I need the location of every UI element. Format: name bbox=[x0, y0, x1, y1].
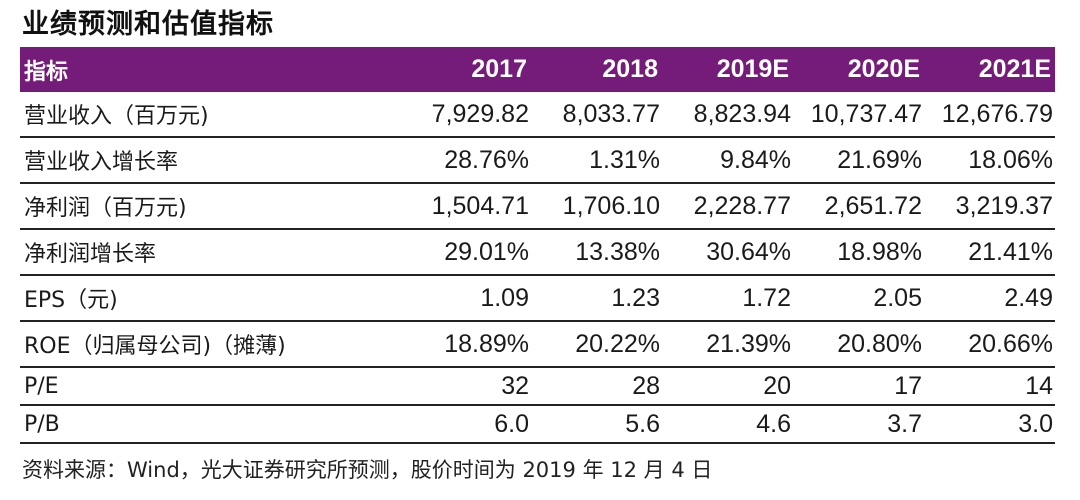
table-cell: 12,676.79 bbox=[924, 92, 1055, 138]
table-cell: 1,706.10 bbox=[531, 183, 662, 230]
table-cell: 21.41% bbox=[924, 229, 1055, 276]
header-year: 2019E bbox=[662, 47, 793, 92]
table-cell: 8,033.77 bbox=[531, 92, 662, 138]
table-row: ROE（归属母公司)（摊薄) 18.89% 20.22% 21.39% 20.80% 20… bbox=[20, 321, 1055, 368]
table-cell: 30.64% bbox=[662, 229, 793, 276]
table-row: P/E 32 28 20 17 14 bbox=[20, 367, 1055, 406]
header-indicator: 指标 bbox=[20, 47, 400, 92]
table-cell: 21.39% bbox=[662, 321, 793, 368]
table-cell: 2.05 bbox=[793, 275, 924, 322]
table-header-row: 指标 2017 2018 2019E 2020E 2021E bbox=[20, 47, 1055, 92]
table-cell: 18.06% bbox=[924, 137, 1055, 184]
table-cell: 8,823.94 bbox=[662, 92, 793, 138]
row-label: EPS（元) bbox=[20, 275, 400, 322]
table-cell: 18.89% bbox=[400, 321, 531, 368]
source-note: 资料来源：Wind，光大证券研究所预测，股价时间为 2019 年 12 月 4 … bbox=[22, 458, 713, 482]
table-cell: 21.69% bbox=[793, 137, 924, 184]
table-row: 净利润增长率 29.01% 13.38% 30.64% 18.98% 21.41% bbox=[20, 229, 1055, 276]
table-row: 净利润（百万元) 1,504.71 1,706.10 2,228.77 2,651.72… bbox=[20, 183, 1055, 230]
table-cell: 2.49 bbox=[924, 275, 1055, 322]
table-cell: 20.80% bbox=[793, 321, 924, 368]
table-cell: 1.72 bbox=[662, 275, 793, 322]
table-cell: 3,219.37 bbox=[924, 183, 1055, 230]
table-cell: 1.09 bbox=[400, 275, 531, 322]
table-cell: 18.98% bbox=[793, 229, 924, 276]
table-cell: 5.6 bbox=[531, 405, 662, 444]
table-cell: 1,504.71 bbox=[400, 183, 531, 230]
table-cell: 4.6 bbox=[662, 405, 793, 444]
header-year: 2020E bbox=[793, 47, 924, 92]
table-cell: 14 bbox=[924, 367, 1055, 406]
table-cell: 32 bbox=[400, 367, 531, 406]
header-year: 2018 bbox=[531, 47, 662, 92]
table-cell: 20.22% bbox=[531, 321, 662, 368]
table-cell: 28 bbox=[531, 367, 662, 406]
forecast-table: 指标 2017 2018 2019E 2020E 2021E 营业收入（百万元)… bbox=[20, 47, 1055, 444]
table-row: P/B 6.0 5.6 4.6 3.7 3.0 bbox=[20, 405, 1055, 444]
table-cell: 17 bbox=[793, 367, 924, 406]
table-row: EPS（元) 1.09 1.23 1.72 2.05 2.49 bbox=[20, 275, 1055, 322]
header-year: 2017 bbox=[400, 47, 531, 92]
table-cell: 6.0 bbox=[400, 405, 531, 444]
table-cell: 28.76% bbox=[400, 137, 531, 184]
table-row: 营业收入（百万元) 7,929.82 8,033.77 8,823.94 10,737.… bbox=[20, 92, 1055, 138]
table-cell: 20.66% bbox=[924, 321, 1055, 368]
header-year: 2021E bbox=[924, 47, 1055, 92]
row-label: P/E bbox=[20, 367, 400, 406]
row-label: P/B bbox=[20, 405, 400, 444]
table-cell: 1.31% bbox=[531, 137, 662, 184]
table-cell: 1.23 bbox=[531, 275, 662, 322]
table-row: 营业收入增长率 28.76% 1.31% 9.84% 21.69% 18.06% bbox=[20, 137, 1055, 184]
table-cell: 20 bbox=[662, 367, 793, 406]
row-label: 营业收入增长率 bbox=[20, 137, 400, 184]
table-cell: 3.7 bbox=[793, 405, 924, 444]
table-cell: 29.01% bbox=[400, 229, 531, 276]
table-cell: 2,228.77 bbox=[662, 183, 793, 230]
table-cell: 2,651.72 bbox=[793, 183, 924, 230]
page-title: 业绩预测和估值指标 bbox=[22, 9, 274, 40]
table-cell: 7,929.82 bbox=[400, 92, 531, 138]
table-cell: 13.38% bbox=[531, 229, 662, 276]
row-label: 净利润增长率 bbox=[20, 229, 400, 276]
row-label: 净利润（百万元) bbox=[20, 183, 400, 230]
row-label: ROE（归属母公司)（摊薄) bbox=[20, 321, 400, 368]
table-cell: 9.84% bbox=[662, 137, 793, 184]
table-cell: 3.0 bbox=[924, 405, 1055, 444]
table-cell: 10,737.47 bbox=[793, 92, 924, 138]
row-label: 营业收入（百万元) bbox=[20, 92, 400, 138]
